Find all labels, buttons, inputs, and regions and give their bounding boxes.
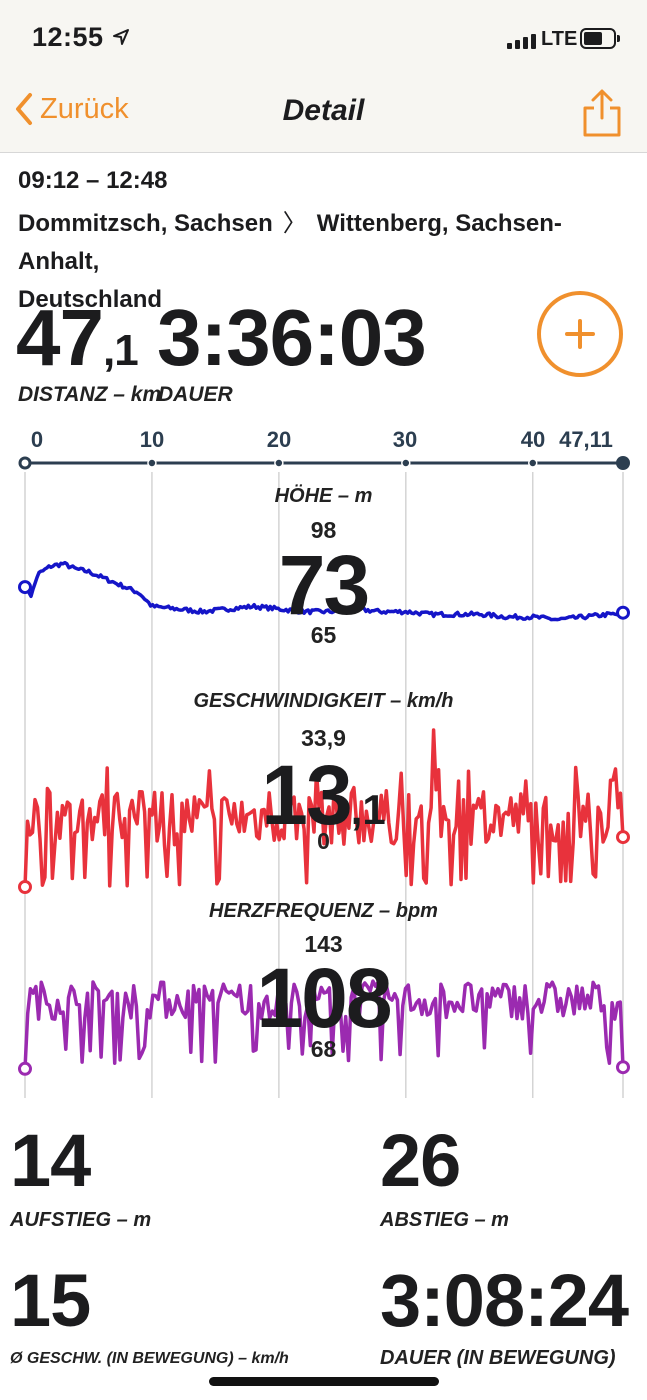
page-title: Detail bbox=[282, 94, 365, 127]
route: Dommitzsch, Sachsen 〉 Wittenberg, Sachsen-… bbox=[18, 205, 618, 319]
speed-max: 33,9 bbox=[301, 725, 346, 751]
distance-value: 47,1 bbox=[16, 293, 139, 382]
add-button[interactable] bbox=[537, 291, 623, 377]
chevron-left-icon bbox=[16, 93, 32, 125]
charts-area[interactable] bbox=[0, 450, 647, 1100]
axis-tick-label: 20 bbox=[266, 427, 292, 452]
time-range: 09:12 – 12:48 bbox=[18, 167, 168, 194]
ascent-label: AUFSTIEG – m bbox=[10, 1209, 152, 1231]
moving-duration-label: DAUER (IN BEWEGUNG) bbox=[380, 1347, 616, 1369]
series-endpoint bbox=[18, 880, 32, 894]
axis-tick bbox=[401, 458, 411, 468]
duration-value: 3:36:03 bbox=[157, 293, 427, 382]
axis-tick bbox=[147, 458, 157, 468]
series-endpoint bbox=[18, 580, 32, 595]
plus-icon bbox=[565, 319, 595, 349]
ascent-value: 14 bbox=[10, 1119, 91, 1202]
axis-tick bbox=[527, 458, 538, 468]
speed-chart-title: GESCHWINDIGKEIT – km/h bbox=[193, 690, 454, 712]
elevation-max: 98 bbox=[310, 517, 337, 543]
axis-tick-label: 0 bbox=[30, 427, 44, 452]
status-time: 12:55 bbox=[32, 22, 104, 52]
axis-tick-label: 30 bbox=[392, 427, 418, 452]
back-label: Zurück bbox=[40, 92, 129, 125]
share-icon[interactable] bbox=[580, 88, 624, 138]
elevation-line bbox=[23, 560, 625, 622]
heart-value: 108 bbox=[256, 951, 392, 1045]
speed-min: 0 bbox=[317, 828, 330, 854]
heart-rate-line bbox=[23, 979, 625, 1069]
heart-chart-title: HERZFREQUENZ – bpm bbox=[209, 900, 438, 922]
elevation-min: 65 bbox=[310, 622, 337, 648]
avg-speed-label: Ø GESCHW. (IN BEWEGUNG) – km/h bbox=[10, 1350, 289, 1367]
descent-value: 26 bbox=[380, 1119, 461, 1202]
axis-tick bbox=[616, 456, 630, 470]
axis-tick-label: 10 bbox=[139, 427, 165, 452]
speed-line bbox=[23, 728, 625, 888]
route-to-line1: Wittenberg, Sachsen-Anhalt, bbox=[18, 210, 562, 275]
navigation-bar bbox=[0, 0, 647, 153]
speed-value: 13,1 bbox=[261, 748, 386, 842]
heart-max: 143 bbox=[304, 931, 343, 957]
series-endpoint bbox=[616, 830, 630, 845]
elevation-value: 73 bbox=[278, 538, 370, 632]
avg-speed-value: 15 bbox=[10, 1259, 91, 1342]
route-from: Dommitzsch, Sachsen bbox=[18, 210, 273, 237]
axis-tick-label: 47,11 bbox=[559, 427, 613, 452]
distance-label: DISTANZ – km bbox=[18, 383, 162, 406]
descent-label: ABSTIEG – m bbox=[380, 1209, 509, 1231]
moving-duration-value: 3:08:24 bbox=[380, 1259, 629, 1342]
signal-icon bbox=[507, 33, 536, 49]
home-indicator bbox=[209, 1377, 439, 1386]
series-endpoint bbox=[616, 1060, 630, 1075]
chevron-right-icon: 〉 bbox=[282, 210, 307, 237]
battery-icon bbox=[580, 28, 620, 49]
axis-tick bbox=[274, 458, 284, 468]
network-label: LTE bbox=[541, 28, 578, 50]
axis-tick-label: 40 bbox=[520, 427, 546, 452]
back-button[interactable]: Zurück bbox=[14, 92, 129, 126]
duration-label: DAUER bbox=[158, 383, 233, 406]
heart-min: 68 bbox=[310, 1036, 337, 1062]
route-to-line2: Deutschland bbox=[18, 286, 163, 313]
axis-tick bbox=[18, 456, 32, 470]
location-arrow-icon bbox=[113, 29, 129, 45]
speed-value-decimal: ,1 bbox=[350, 786, 386, 833]
series-endpoint bbox=[18, 1061, 32, 1076]
elevation-chart-title: HÖHE – m bbox=[274, 485, 373, 507]
distance-decimal: ,1 bbox=[102, 326, 139, 375]
series-endpoint bbox=[616, 605, 630, 620]
